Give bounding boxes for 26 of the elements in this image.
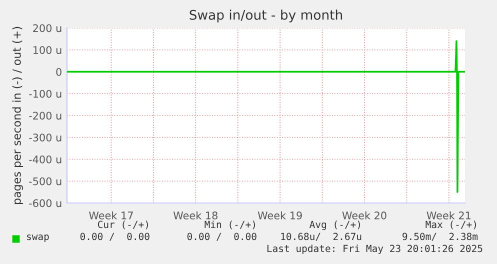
text: Avg (-/+) [310,220,360,230]
x-tick-label: Week 20 [342,211,386,220]
y-tick-label: -400 u [29,155,62,164]
text: Last update: Fri May 23 20:01:26 2025 [267,244,482,254]
legend-label: swap [27,234,49,242]
text: 0.00 / 0.00 [80,232,150,241]
x-tick-label: Week 18 [173,211,218,220]
y-tick-label: -300 u [29,134,62,142]
x-tick-label: Week 19 [258,211,302,220]
y-tick-label: -200 u [29,112,62,120]
x-tick-label: Week 17 [89,211,133,220]
text: Min (-/+) [204,220,255,230]
y-tick-label: -600 u [29,199,62,208]
text: Max (-/+) [426,220,476,230]
y-tick-label: 100 u [33,46,62,54]
y-tick-label: -100 u [29,90,62,98]
text: 0.00 / 0.00 [187,232,256,241]
y-tick-label: -500 u [29,177,62,186]
text: 9.50m/ 2.38m [402,232,478,241]
y-tick-label: 0 [56,68,62,76]
text: 10.68u/ 2.67u [281,232,362,241]
y-tick-label: 200 u [33,24,62,32]
y-axis-title: pages per second in (-) / out (+) [12,26,24,204]
chart-title: Swap in/out - by month [190,10,342,22]
text: Cur (-/+) [98,220,148,230]
x-tick-label: Week 21 [426,211,471,220]
